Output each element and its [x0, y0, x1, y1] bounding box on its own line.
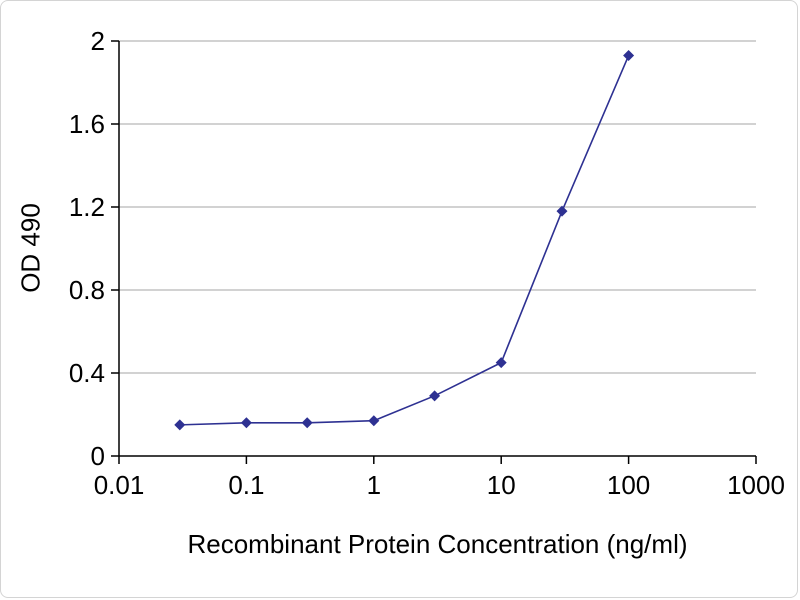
y-tick-label: 1.6	[69, 109, 105, 139]
y-tick-label: 0.8	[69, 275, 105, 305]
data-point-marker	[301, 417, 313, 429]
data-point-marker	[368, 415, 380, 427]
y-tick-label: 2	[91, 26, 105, 56]
x-tick-label: 100	[607, 470, 650, 500]
y-tick-label: 0	[91, 441, 105, 471]
y-axis-title: OD 490	[15, 203, 46, 293]
x-axis-title: Recombinant Protein Concentration (ng/ml…	[187, 529, 688, 559]
y-tick-label: 0.4	[69, 358, 105, 388]
x-tick-label: 1	[367, 470, 381, 500]
data-point-marker	[623, 50, 635, 62]
y-tick-label: 1.2	[69, 192, 105, 222]
data-point-marker	[495, 357, 507, 369]
data-line	[179, 55, 630, 426]
data-point-marker	[429, 390, 441, 402]
x-tick-label: 10	[487, 470, 516, 500]
data-point-marker	[174, 419, 186, 431]
x-tick-label: 1000	[727, 470, 785, 500]
data-point-marker	[556, 205, 568, 217]
x-tick-label: 0.1	[228, 470, 264, 500]
data-point-marker	[240, 417, 252, 429]
x-tick-label: 0.01	[94, 470, 145, 500]
